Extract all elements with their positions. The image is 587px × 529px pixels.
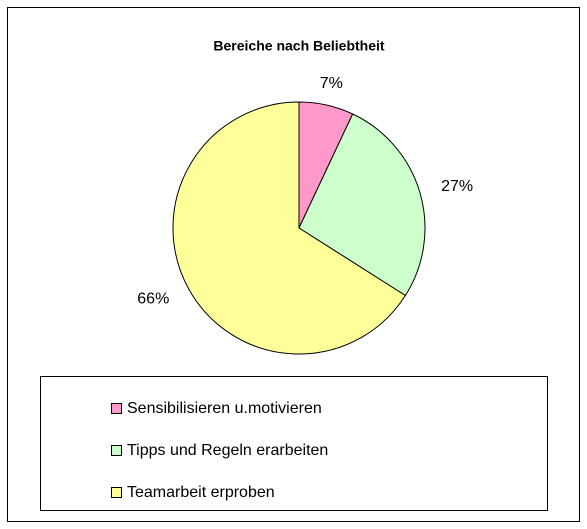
chart-title: Bereiche nach Beliebtheit [213,38,385,54]
legend-label: Tipps und Regeln erarbeiten [127,442,328,459]
legend-swatch [111,445,122,456]
legend-label: Teamarbeit erproben [127,484,275,501]
data-label: 27% [441,178,473,195]
legend-swatch [111,403,122,414]
data-label: 66% [137,291,169,308]
data-label: 7% [320,75,343,92]
pie-slice [298,113,426,297]
pie-slice [172,101,407,355]
legend-swatch [111,487,122,498]
legend-label: Sensibilisieren u.motivieren [127,400,322,417]
legend-box [40,376,548,511]
